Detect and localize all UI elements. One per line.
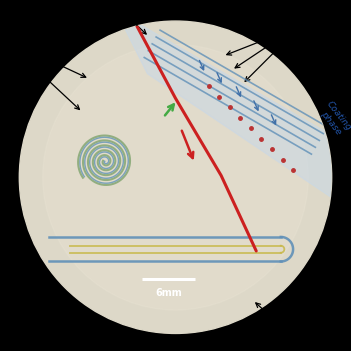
Text: Spheres: Spheres	[274, 32, 313, 42]
Text: Reagent 2: Reagent 2	[14, 332, 64, 342]
Text: Discontinuous phase: Discontinuous phase	[28, 0, 130, 9]
Polygon shape	[116, 11, 340, 204]
Text: Reagent 1: Reagent 1	[246, 332, 296, 342]
Circle shape	[43, 45, 308, 310]
Text: Coating
phase: Coating phase	[317, 100, 351, 139]
Text: Reaction
coil: Reaction coil	[0, 44, 42, 65]
Circle shape	[19, 21, 332, 333]
Text: 6mm: 6mm	[155, 288, 182, 298]
